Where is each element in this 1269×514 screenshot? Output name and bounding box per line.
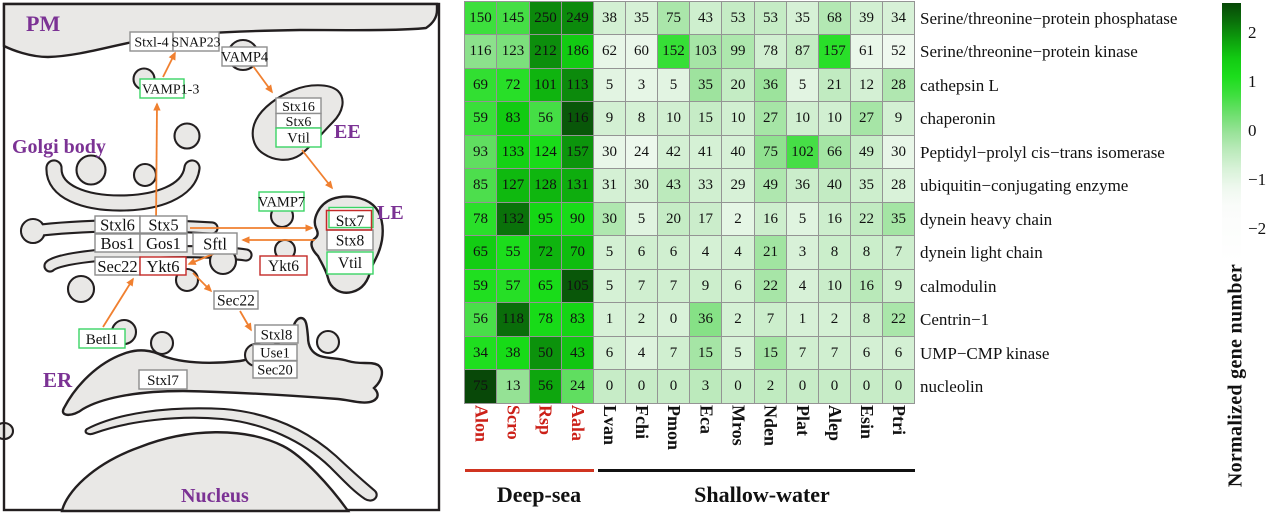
svg-text:Golgi body: Golgi body xyxy=(12,136,106,158)
svg-text:EE: EE xyxy=(334,121,361,143)
svg-text:Betl1: Betl1 xyxy=(86,332,119,348)
svg-text:Ykt6: Ykt6 xyxy=(268,258,299,275)
svg-text:Use1: Use1 xyxy=(260,346,290,362)
svg-text:Vtil: Vtil xyxy=(338,255,362,272)
svg-text:Stx8: Stx8 xyxy=(336,233,365,250)
svg-text:Stxl6: Stxl6 xyxy=(100,215,135,234)
svg-text:Sec20: Sec20 xyxy=(257,363,292,379)
svg-text:Stx6: Stx6 xyxy=(286,115,312,130)
svg-text:Stx5: Stx5 xyxy=(148,215,178,234)
svg-text:Stx16: Stx16 xyxy=(282,100,315,115)
svg-text:VAMP1-3: VAMP1-3 xyxy=(142,83,199,98)
svg-text:LE: LE xyxy=(377,202,404,224)
svg-text:Ykt6: Ykt6 xyxy=(147,257,180,276)
svg-text:Sec22: Sec22 xyxy=(97,257,137,276)
svg-text:Sec22: Sec22 xyxy=(217,293,255,310)
svg-text:ER: ER xyxy=(43,368,73,392)
svg-text:SNAP23: SNAP23 xyxy=(171,34,220,49)
svg-text:Sftl: Sftl xyxy=(203,234,227,253)
svg-text:Stxl8: Stxl8 xyxy=(261,327,293,343)
svg-text:PM: PM xyxy=(26,11,60,36)
svg-text:Vtil: Vtil xyxy=(287,131,310,147)
svg-text:Bos1: Bos1 xyxy=(101,234,135,253)
svg-text:Gos1: Gos1 xyxy=(146,234,181,253)
svg-text:Stxl7: Stxl7 xyxy=(147,373,179,389)
svg-text:Stx7: Stx7 xyxy=(336,213,365,230)
svg-text:Stxl-4: Stxl-4 xyxy=(134,36,168,51)
svg-text:VAMP7: VAMP7 xyxy=(258,195,305,211)
svg-text:Nucleus: Nucleus xyxy=(181,485,249,507)
svg-text:VAMP4: VAMP4 xyxy=(221,50,269,66)
